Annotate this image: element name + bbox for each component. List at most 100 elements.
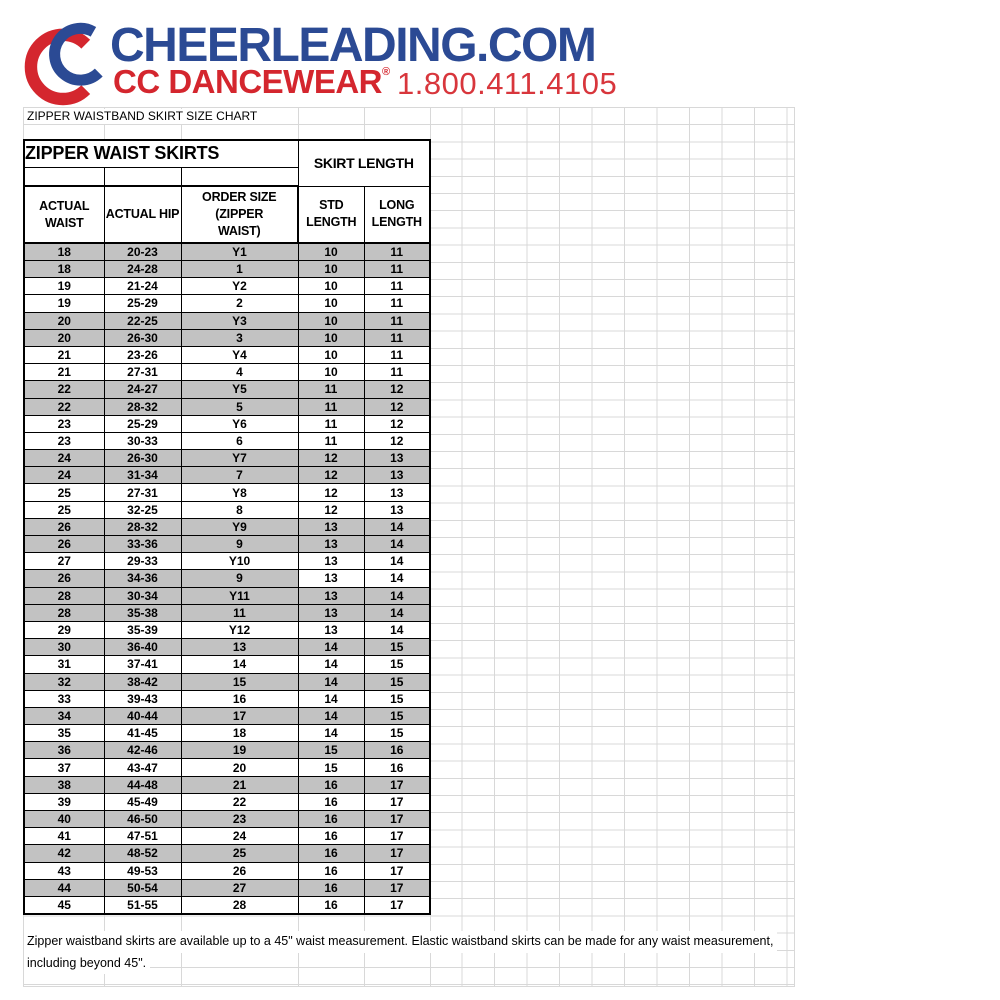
cell-waist: 33 [23,689,105,708]
cell-hip: 49-53 [103,861,182,880]
table-row: 37 43-47 20 15 16 [23,758,431,777]
cell-long: 13 [363,466,431,485]
cell-hip: 22-25 [103,311,182,330]
cell-waist: 21 [23,363,105,382]
cell-long: 13 [363,500,431,519]
cell-size: 17 [180,706,299,726]
cell-long: 17 [363,809,431,829]
table-row: 22 28-32 5 11 12 [23,397,431,416]
col-header-long-length: LONG LENGTH [363,185,431,244]
registered-mark: ® [382,66,390,78]
cell-hip: 25-29 [103,414,182,433]
cell-size: 21 [180,775,299,794]
table-row: 18 24-28 1 10 11 [23,259,431,279]
table-row: 27 29-33 Y10 13 14 [23,552,431,571]
cell-waist: 22 [23,397,105,416]
cell-size: 16 [180,689,299,708]
cell-std: 15 [297,758,365,777]
cell-waist: 32 [23,672,105,691]
cell-size: 23 [180,809,299,829]
col-header-actual-waist: ACTUAL WAIST [23,185,105,244]
cell-long: 12 [363,431,431,451]
cell-hip: 47-51 [103,827,182,846]
cell-waist: 38 [23,775,105,794]
table-row: 40 46-50 23 16 17 [23,809,431,829]
cell-waist: 31 [23,655,105,674]
cell-hip: 48-52 [103,844,182,863]
cell-long: 12 [363,380,431,399]
table-row: 28 30-34 Y11 13 14 [23,586,431,605]
cell-long: 16 [363,758,431,777]
col-header-label: STD LENGTH [306,198,357,230]
cell-long: 14 [363,534,431,554]
cell-std: 11 [297,414,365,433]
cell-std: 14 [297,655,365,674]
cell-long: 12 [363,414,431,433]
cell-long: 13 [363,449,431,468]
table-row: 45 51-55 28 16 17 [23,895,431,915]
cell-long: 17 [363,792,431,812]
cell-long: 11 [363,345,431,365]
table-row: 22 24-27 Y5 11 12 [23,380,431,399]
cell-std: 12 [297,483,365,502]
cell-hip: 23-26 [103,345,182,365]
cell-waist: 25 [23,500,105,519]
cell-waist: 28 [23,603,105,622]
cell-waist: 24 [23,466,105,485]
cell-size: 4 [180,363,299,382]
cell-std: 10 [297,345,365,365]
cell-hip: 35-39 [103,620,182,640]
cell-waist: 20 [23,328,105,347]
cell-std: 10 [297,363,365,382]
table-row: 21 27-31 4 10 11 [23,363,431,382]
cell-waist: 43 [23,861,105,880]
cell-waist: 19 [23,277,105,296]
cell-hip: 44-48 [103,775,182,794]
cell-long: 14 [363,517,431,537]
cell-hip: 42-46 [103,741,182,760]
table-row: 39 45-49 22 16 17 [23,792,431,812]
cell-waist: 26 [23,569,105,588]
brand-phone-number: 1.800.411.4105 [397,66,618,101]
cell-hip: 51-55 [103,895,182,915]
cell-size: 13 [180,638,299,657]
cell-waist: 23 [23,414,105,433]
cell-waist: 26 [23,517,105,537]
cell-long: 17 [363,827,431,846]
cell-std: 14 [297,724,365,743]
cell-long: 15 [363,706,431,726]
cell-waist: 40 [23,809,105,829]
table-row: 20 26-30 3 10 11 [23,328,431,347]
cell-long: 16 [363,741,431,760]
table-row: 20 22-25 Y3 10 11 [23,311,431,330]
cell-long: 17 [363,844,431,863]
cell-long: 11 [363,328,431,347]
cell-waist: 41 [23,827,105,846]
cell-std: 10 [297,311,365,330]
cell-long: 11 [363,311,431,330]
cell-size: Y5 [180,380,299,399]
sheet-title: ZIPPER WAISTBAND SKIRT SIZE CHART [24,109,295,124]
cell-waist: 35 [23,724,105,743]
cell-hip: 38-42 [103,672,182,691]
cell-std: 16 [297,827,365,846]
cell-size: Y9 [180,517,299,537]
cell-long: 14 [363,620,431,640]
cell-size: Y1 [180,242,299,261]
cell-hip: 28-32 [103,397,182,416]
cell-std: 13 [297,569,365,588]
cell-std: 10 [297,259,365,279]
cell-hip: 28-32 [103,517,182,537]
cell-size: 24 [180,827,299,846]
cell-size: 9 [180,569,299,588]
cell-waist: 27 [23,552,105,571]
cell-waist: 39 [23,792,105,812]
cell-long: 17 [363,878,431,897]
cell-size: Y3 [180,311,299,330]
table-row: 36 42-46 19 15 16 [23,741,431,760]
cell-waist: 21 [23,345,105,365]
cell-hip: 20-23 [103,242,182,261]
cell-hip: 50-54 [103,878,182,897]
cell-hip: 45-49 [103,792,182,812]
